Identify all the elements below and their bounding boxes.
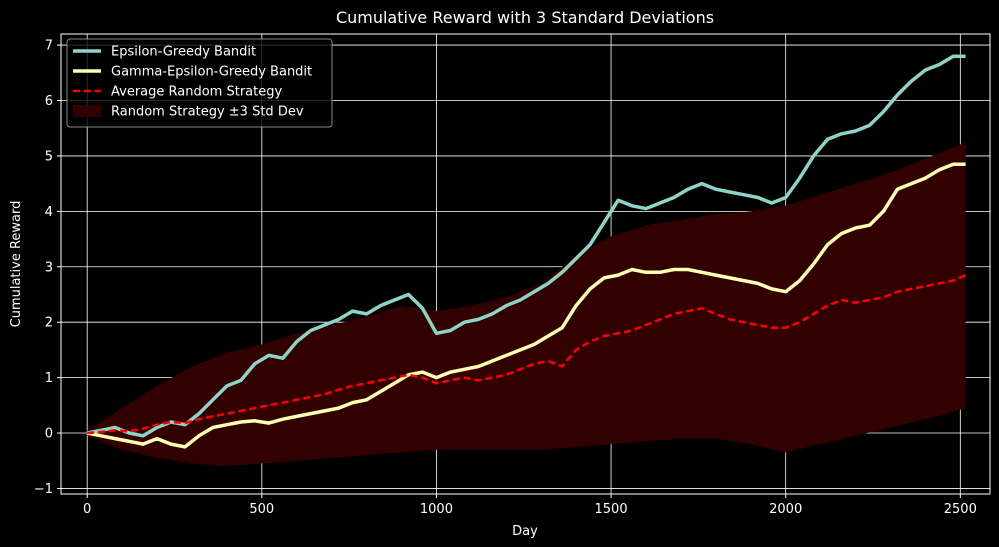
y-tick-label: 5 [45, 149, 53, 164]
std-dev-band [87, 142, 966, 467]
y-tick-label: 7 [45, 39, 53, 54]
chart-title: Cumulative Reward with 3 Standard Deviat… [336, 8, 714, 27]
y-tick-label: 3 [45, 260, 53, 275]
y-axis-label: Cumulative Reward [9, 201, 24, 328]
legend-swatch-3 [73, 105, 101, 117]
y-tick-label: 1 [45, 371, 53, 386]
series-line-2 [87, 273, 967, 435]
y-tick-label: 6 [45, 94, 53, 109]
plot-area: 0 500 1000 1500 2000 2500 −1 0 1 2 3 4 5 6 7 [34, 33, 991, 517]
x-tick-label: 1500 [595, 502, 628, 517]
legend: Epsilon-Greedy Bandit Gamma-Epsilon-Greed… [66, 38, 333, 128]
y-tick-label: 4 [45, 205, 53, 220]
y-tick-label: 2 [45, 316, 53, 331]
series-line-0 [86, 54, 966, 438]
y-tick-label: 0 [45, 427, 53, 442]
axes-frame [60, 33, 991, 495]
x-tick-label: 2500 [944, 502, 977, 517]
legend-label-1: Gamma-Epsilon-Greedy Bandit [111, 65, 312, 80]
x-axis-label: Day [512, 524, 538, 539]
y-tick-label: −1 [34, 482, 53, 497]
series-line-1 [86, 162, 966, 449]
legend-box [66, 38, 333, 128]
legend-label-3: Random Strategy ±3 Std Dev [111, 105, 304, 120]
x-tick-label: 500 [249, 502, 274, 517]
x-tick-label: 2000 [769, 502, 802, 517]
legend-label-2: Average Random Strategy [111, 85, 282, 100]
legend-label-0: Epsilon-Greedy Bandit [111, 45, 256, 60]
x-tick-label: 1000 [420, 502, 453, 517]
x-tick-label: 0 [83, 502, 91, 517]
